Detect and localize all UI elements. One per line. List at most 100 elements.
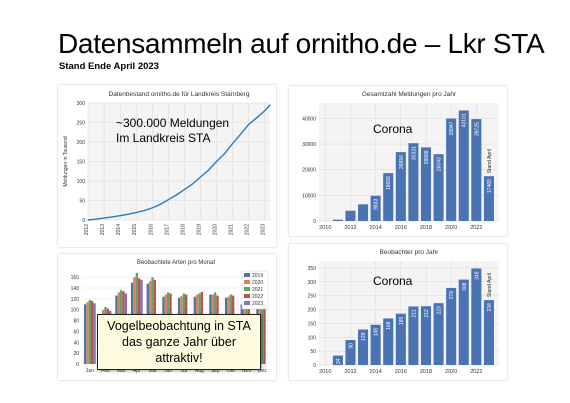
bar-data-label: 145 — [374, 328, 380, 337]
bar — [332, 219, 343, 221]
y-tick-label: 300 — [308, 280, 317, 286]
bar — [420, 306, 432, 365]
bar — [370, 324, 381, 365]
x-tick-label: Mai — [148, 368, 156, 374]
x-tick-label: 2021 — [229, 224, 235, 235]
y-tick-label: 0 — [82, 218, 85, 224]
x-tick-label: 2012 — [344, 369, 356, 375]
y-tick-label: 160 — [71, 275, 80, 281]
bar-data-label: 308 — [462, 282, 468, 291]
x-tick-label: 2010 — [319, 225, 331, 231]
data-point — [159, 203, 161, 205]
x-tick-label: Jan — [86, 368, 94, 374]
reports-per-year-chart: Gesamtzahl Meldungen pro Jahr 0 10000 20000… — [302, 91, 499, 231]
x-tick-label: 2016 — [395, 225, 407, 231]
y-tick-label: 350 — [308, 266, 317, 272]
bar — [483, 300, 494, 365]
bar — [345, 340, 356, 365]
bar-data-label: 168 — [386, 321, 392, 330]
bar-data-label: 30331 — [411, 146, 417, 160]
data-point — [199, 176, 202, 178]
y-tick-label: 100 — [308, 335, 317, 341]
y-tick-label: 0 — [313, 219, 316, 225]
bar — [358, 204, 369, 221]
x-tick-label: 2022 — [470, 225, 482, 231]
bar-data-label: 9833 — [374, 199, 380, 210]
x-tick-label: 2020 — [445, 225, 457, 231]
callout-line1: Vogelbeobachtung in STA — [107, 319, 251, 333]
page-subtitle: Stand Ende April 2023 — [59, 61, 159, 72]
page-title: Datensammeln auf ornitho.de – Lkr STA — [58, 28, 545, 59]
data-point — [183, 188, 185, 191]
x-tick-label: 2016 — [395, 369, 407, 375]
x-tick-label: Nov — [242, 368, 251, 374]
y-tick-label: 10000 — [302, 193, 316, 199]
data-point — [95, 218, 97, 220]
panel-observers-per-year: Beobachter pro Jahr 0 50 100 150 200 250 300 350… — [289, 244, 507, 380]
data-point — [143, 210, 145, 212]
bar — [471, 268, 482, 365]
bar — [358, 329, 369, 365]
y-tick-label: 50 — [79, 199, 85, 205]
y-tick-label: 40000 — [302, 116, 316, 122]
panel-reports-per-year: Gesamtzahl Meldungen pro Jahr 0 10000 20000… — [289, 86, 507, 236]
data-point — [175, 194, 177, 196]
y-tick-label: 150 — [308, 321, 317, 327]
x-tick-label: Jun — [164, 368, 172, 374]
x-tick-label: 2010 — [319, 369, 331, 375]
series-line — [87, 104, 271, 221]
y-tick-label: 250 — [308, 294, 317, 300]
x-tick-label: 2018 — [420, 369, 432, 375]
x-tick-label: 2013 — [100, 224, 106, 235]
bar-data-label: 234 — [487, 303, 493, 312]
y-tick-label: 200 — [77, 140, 86, 146]
bar-data-label: 128 — [361, 332, 367, 341]
data-point — [119, 215, 121, 217]
bar-data-label: 18666 — [386, 176, 392, 190]
bar-data-label: 211 — [411, 309, 417, 317]
bar-data-label: 278 — [449, 291, 455, 300]
y-tick-label: 30000 — [302, 142, 316, 148]
data-point — [215, 160, 218, 163]
bar — [83, 304, 87, 364]
bar-data-label: 43101 — [462, 113, 468, 127]
bar — [370, 195, 381, 221]
y-tick-label: 200 — [308, 308, 317, 314]
bar — [446, 118, 457, 221]
y-tick-label: 0 — [76, 362, 79, 368]
legend-swatch — [244, 301, 250, 305]
bar-data-label: 223 — [437, 306, 443, 315]
y-tick-label: 50 — [310, 349, 316, 355]
highlight-callout: Vogelbeobachtung in STA das ganze Jahr ü… — [97, 314, 261, 370]
bar-data-label: 90 — [348, 343, 354, 349]
bar — [408, 143, 419, 221]
bar — [345, 210, 356, 221]
x-tick-label: Mär — [117, 368, 126, 374]
y-tick-label: 20 — [73, 351, 79, 357]
legend-label: 2021 — [252, 287, 263, 293]
corona-label-2: Corona — [373, 274, 413, 288]
data-point — [264, 110, 266, 112]
y-tick-label: 150 — [77, 160, 86, 166]
y-tick-label: 0 — [313, 363, 316, 369]
stand-april-label: Stand April — [487, 149, 493, 173]
bar — [91, 301, 94, 364]
x-tick-label: 2020 — [445, 369, 457, 375]
bar-data-label: 34 — [336, 358, 342, 364]
x-tick-label: Aug — [195, 368, 204, 374]
data-point — [248, 123, 250, 126]
bar — [433, 303, 444, 365]
x-tick-label: 2014 — [370, 369, 382, 375]
bar — [483, 176, 494, 221]
y-tick-label: 300 — [77, 101, 86, 107]
x-tick-label: 2012 — [344, 225, 356, 231]
x-tick-label: 2020 — [213, 224, 219, 235]
bar — [383, 318, 394, 365]
callout-line2: das ganze Jahr über attraktiv! — [122, 335, 236, 365]
data-point — [111, 216, 113, 218]
bar — [260, 304, 264, 364]
x-tick-label: 2014 — [370, 225, 382, 231]
bar-data-label: 39947 — [449, 121, 455, 135]
bar — [93, 303, 96, 364]
bar-data-label: 212 — [424, 309, 430, 318]
